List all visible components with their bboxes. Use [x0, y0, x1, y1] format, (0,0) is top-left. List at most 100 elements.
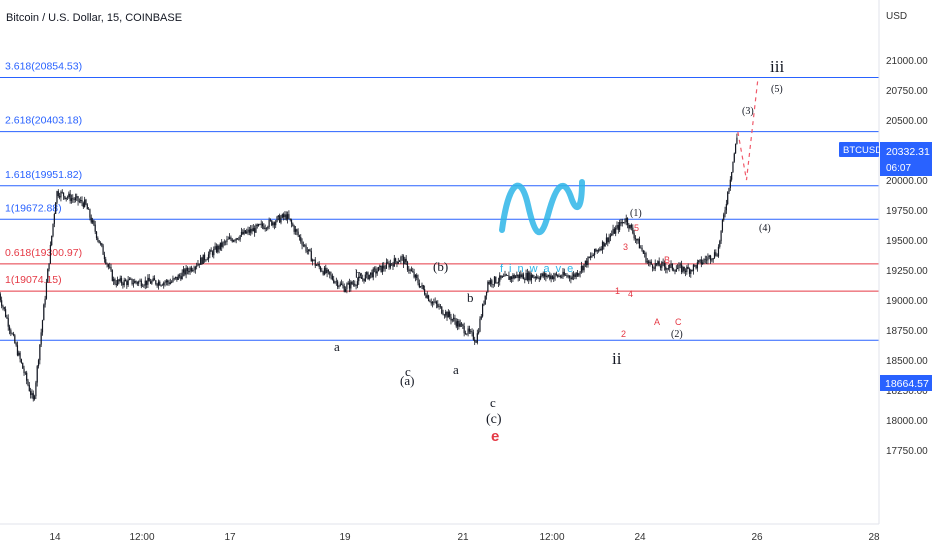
candle: [323, 265, 326, 276]
candle: [704, 255, 706, 264]
candle: [381, 262, 384, 275]
candle: [732, 161, 734, 173]
candle: [547, 274, 550, 278]
candle: [90, 214, 92, 224]
candle: [401, 254, 403, 261]
candle: [165, 279, 167, 286]
candle: [192, 267, 194, 272]
candle: [454, 314, 456, 325]
candle: [503, 273, 505, 277]
candle: [43, 303, 45, 321]
candle: [510, 275, 513, 283]
fib-level-label: 1(19672.88): [5, 202, 62, 214]
candle: [671, 263, 673, 272]
candle: [580, 261, 583, 274]
candle: [53, 212, 55, 228]
candle: [115, 280, 117, 288]
candle: [373, 266, 376, 273]
candle: [161, 283, 163, 286]
candle: [398, 259, 401, 262]
candle: [39, 344, 41, 365]
candle: [430, 298, 432, 306]
candle: [126, 279, 128, 289]
time-tick-label: 24: [634, 532, 646, 543]
candle: [80, 196, 82, 204]
support-price-tag: 18664.57: [880, 375, 932, 391]
candle: [10, 328, 12, 337]
candle: [670, 260, 672, 269]
wave-label-b: b: [355, 266, 362, 281]
time-tick-label: 26: [751, 532, 763, 543]
candle: [625, 214, 627, 226]
candle: [66, 195, 69, 200]
candle: [6, 314, 8, 319]
candle: [575, 271, 577, 280]
candle: [294, 226, 297, 235]
candle: [700, 256, 702, 268]
candle: [621, 218, 623, 227]
candle: [114, 277, 116, 286]
candle: [313, 259, 315, 262]
candle: [521, 272, 523, 279]
candle: [733, 152, 735, 163]
candle: [242, 229, 244, 235]
candle: [396, 261, 398, 268]
candle: [106, 262, 108, 268]
candle: [712, 257, 714, 263]
candle: [182, 265, 185, 277]
subwave-C: C: [675, 317, 682, 327]
candle: [734, 143, 737, 154]
candle: [566, 272, 568, 279]
candle: [2, 304, 4, 311]
candle: [362, 274, 364, 282]
candle: [184, 268, 186, 277]
candle: [314, 257, 316, 269]
candle: [123, 277, 125, 288]
candle: [543, 269, 546, 280]
candle: [463, 322, 465, 337]
candle: [505, 273, 507, 277]
candle: [31, 389, 33, 399]
candle: [12, 331, 15, 337]
candle: [640, 245, 642, 249]
candle: [372, 267, 374, 281]
wave-label-3: (3): [742, 106, 754, 117]
candle: [272, 221, 274, 228]
candle: [308, 249, 310, 255]
candle: [326, 267, 328, 278]
wave-label-paren-b: (b): [433, 259, 448, 274]
candle: [49, 241, 51, 264]
candle: [135, 280, 137, 285]
candle: [334, 280, 336, 285]
candle: [24, 371, 26, 375]
candle: [682, 265, 684, 274]
candle: [466, 333, 468, 336]
candle: [234, 239, 236, 243]
countdown-timer: 06:07: [886, 163, 911, 174]
time-tick-label: 21: [457, 532, 469, 543]
candle: [538, 276, 540, 283]
candle: [509, 275, 511, 282]
candle: [292, 222, 294, 227]
candle: [218, 244, 220, 254]
candle: [312, 258, 314, 266]
candle: [102, 243, 104, 255]
candle: [549, 272, 551, 281]
candle: [109, 262, 111, 269]
time-axis[interactable]: 14 12:00 17 19 21 12:00 24 26 28: [49, 532, 880, 543]
candle: [393, 254, 395, 267]
candle: [725, 199, 727, 214]
candle: [181, 269, 183, 280]
candle: [341, 279, 343, 286]
symbol-tag: BTCUSD: [839, 142, 882, 157]
candle: [545, 272, 547, 282]
price-axis[interactable]: 21000.0020750.0020500.0020250.0020000.00…: [886, 56, 928, 457]
candle: [60, 190, 62, 202]
candle: [558, 273, 560, 278]
candle: [57, 189, 59, 198]
price-tick-label: 20000.00: [886, 176, 928, 187]
candle: [200, 254, 202, 265]
candle: [193, 265, 195, 273]
subwave-A: A: [654, 317, 660, 327]
